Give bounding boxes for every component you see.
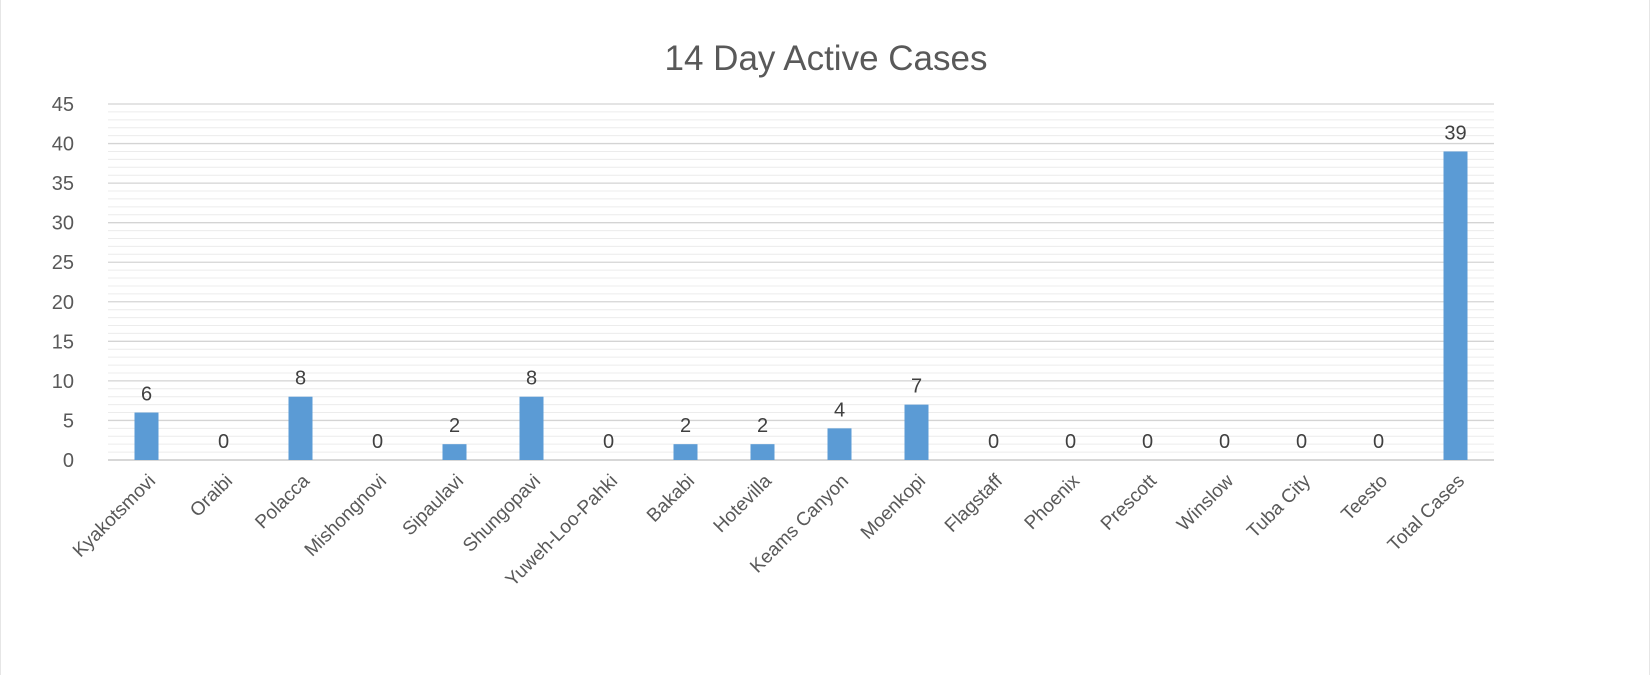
bar — [673, 444, 698, 460]
x-tick-label: Bakabi — [643, 471, 699, 527]
x-tick-label: Winslow — [1173, 470, 1238, 535]
bar — [1443, 151, 1468, 460]
y-tick-label: 15 — [52, 331, 74, 353]
y-axis: 0 5 10 15 20 25 30 35 40 45 — [52, 94, 74, 472]
bar — [519, 396, 544, 460]
data-labels: 6 0 8 0 2 8 0 2 2 4 7 0 0 0 0 0 0 39 — [141, 122, 1467, 453]
data-label: 0 — [603, 431, 614, 453]
y-tick-label: 20 — [52, 292, 74, 314]
data-label: 0 — [1142, 431, 1153, 453]
x-tick-label: Teesto — [1338, 471, 1392, 525]
data-label: 0 — [1219, 431, 1230, 453]
y-tick-label: 0 — [63, 450, 74, 472]
x-tick-label: Tuba City — [1243, 470, 1315, 542]
data-label: 2 — [449, 415, 460, 437]
data-label: 0 — [1373, 431, 1384, 453]
bar — [904, 404, 929, 460]
x-tick-label: Phoenix — [1021, 470, 1085, 534]
bar — [750, 444, 775, 460]
bars — [134, 151, 1468, 460]
x-tick-label: Shungopavi — [459, 471, 545, 557]
data-label: 4 — [834, 399, 845, 421]
data-label: 0 — [1296, 431, 1307, 453]
y-tick-label: 30 — [52, 213, 74, 235]
x-tick-label: Prescott — [1097, 470, 1162, 535]
y-tick-label: 25 — [52, 252, 74, 274]
y-tick-label: 40 — [52, 134, 74, 156]
x-tick-label: Flagstaff — [941, 470, 1008, 537]
x-tick-label: Oraibi — [186, 471, 237, 522]
x-tick-label: Moenkopi — [857, 471, 930, 544]
data-label: 2 — [757, 415, 768, 437]
data-label: 0 — [218, 431, 229, 453]
bar — [288, 396, 313, 460]
y-tick-label: 5 — [63, 410, 74, 432]
gridlines — [108, 103, 1494, 461]
x-tick-label: Mishongnovi — [301, 471, 391, 561]
bar — [827, 428, 852, 460]
data-label: 0 — [988, 431, 999, 453]
data-label: 7 — [911, 376, 922, 398]
data-label: 8 — [526, 368, 537, 390]
y-tick-label: 10 — [52, 371, 74, 393]
data-label: 2 — [680, 415, 691, 437]
y-tick-label: 35 — [52, 173, 74, 195]
data-label: 0 — [372, 431, 383, 453]
y-tick-label: 45 — [52, 94, 74, 116]
data-label: 0 — [1065, 431, 1076, 453]
chart-title: 14 Day Active Cases — [665, 39, 988, 78]
bar — [442, 444, 467, 460]
data-label: 8 — [295, 368, 306, 390]
bar — [134, 412, 159, 460]
data-label: 39 — [1444, 122, 1466, 144]
x-tick-label: Kyakotsmovi — [69, 471, 160, 562]
x-tick-label: Sipaulavi — [399, 471, 468, 540]
x-tick-label: Total Cases — [1384, 471, 1469, 556]
x-tick-label: Hotevilla — [710, 470, 777, 537]
x-tick-label: Polacca — [251, 470, 314, 533]
data-label: 6 — [141, 384, 152, 406]
